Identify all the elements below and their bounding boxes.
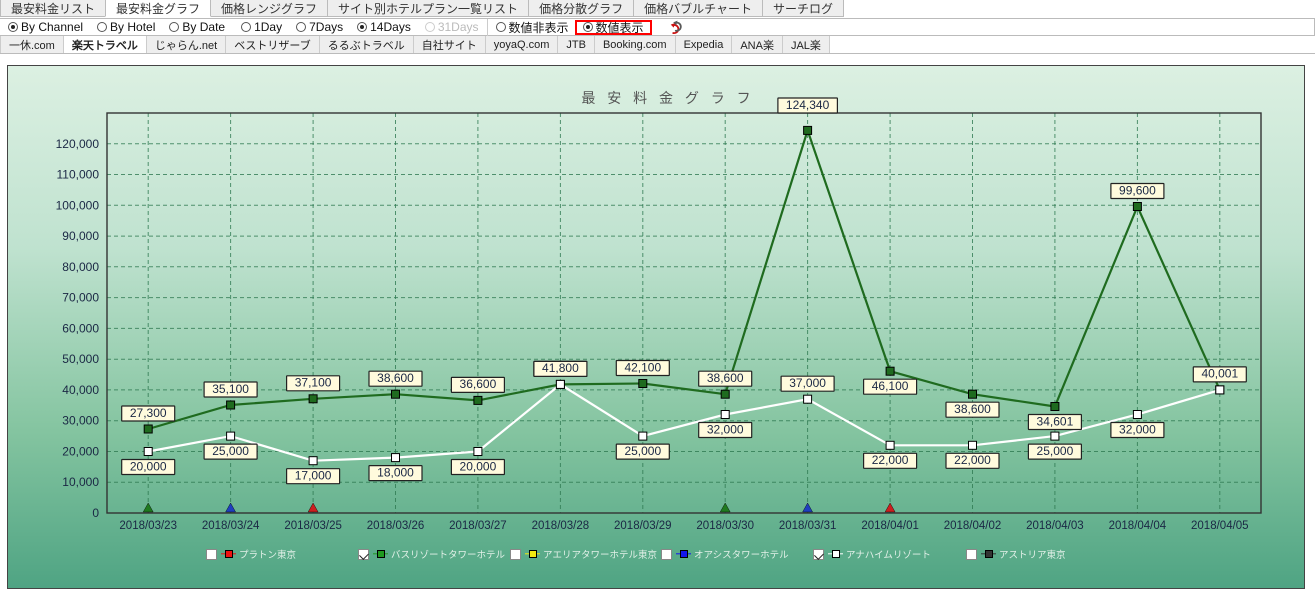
svg-text:20,000: 20,000: [62, 445, 99, 459]
svg-text:36,600: 36,600: [460, 377, 497, 391]
svg-text:30,000: 30,000: [62, 414, 99, 428]
svg-text:32,000: 32,000: [1119, 422, 1156, 436]
svg-text:37,100: 37,100: [295, 376, 332, 390]
svg-text:120,000: 120,000: [56, 137, 100, 151]
svg-text:2018/04/04: 2018/04/04: [1109, 520, 1167, 532]
svg-text:38,600: 38,600: [707, 371, 744, 385]
svg-text:2018/03/29: 2018/03/29: [614, 520, 672, 532]
svg-text:32,000: 32,000: [707, 422, 744, 436]
svg-text:38,600: 38,600: [954, 402, 991, 416]
svg-text:2018/04/03: 2018/04/03: [1026, 520, 1084, 532]
svg-text:25,000: 25,000: [624, 444, 661, 458]
svg-text:40,000: 40,000: [62, 383, 99, 397]
svg-text:2018/03/30: 2018/03/30: [696, 520, 754, 532]
svg-text:110,000: 110,000: [57, 168, 100, 182]
svg-text:2018/03/25: 2018/03/25: [284, 520, 342, 532]
svg-text:2018/03/28: 2018/03/28: [532, 520, 590, 532]
svg-text:2018/04/02: 2018/04/02: [944, 520, 1002, 532]
svg-text:40,001: 40,001: [1201, 367, 1238, 381]
svg-text:27,300: 27,300: [130, 406, 167, 420]
svg-text:37,000: 37,000: [789, 376, 826, 390]
svg-text:42,100: 42,100: [624, 360, 661, 374]
svg-text:50,000: 50,000: [62, 352, 99, 366]
svg-text:100,000: 100,000: [56, 198, 100, 212]
svg-text:20,000: 20,000: [130, 459, 167, 473]
svg-text:2018/03/26: 2018/03/26: [367, 520, 425, 532]
svg-text:46,100: 46,100: [872, 379, 909, 393]
svg-text:2018/03/23: 2018/03/23: [119, 520, 177, 532]
svg-text:2018/03/24: 2018/03/24: [202, 520, 260, 532]
svg-text:2018/04/01: 2018/04/01: [861, 520, 919, 532]
svg-text:18,000: 18,000: [377, 465, 414, 479]
svg-text:20,000: 20,000: [460, 459, 497, 473]
svg-text:99,600: 99,600: [1119, 183, 1156, 197]
svg-text:41,800: 41,800: [542, 361, 579, 375]
svg-text:22,000: 22,000: [872, 453, 909, 467]
svg-text:22,000: 22,000: [954, 453, 991, 467]
svg-text:60,000: 60,000: [62, 321, 99, 335]
svg-text:90,000: 90,000: [62, 229, 99, 243]
svg-text:25,000: 25,000: [212, 444, 249, 458]
svg-text:124,340: 124,340: [786, 98, 830, 112]
svg-text:34,601: 34,601: [1037, 414, 1074, 428]
svg-text:2018/03/27: 2018/03/27: [449, 520, 507, 532]
svg-text:38,600: 38,600: [377, 371, 414, 385]
svg-text:最 安 料 金 グ ラ フ: 最 安 料 金 グ ラ フ: [581, 90, 754, 106]
svg-text:70,000: 70,000: [62, 291, 99, 305]
svg-text:80,000: 80,000: [62, 260, 99, 274]
svg-text:0: 0: [92, 506, 99, 520]
svg-text:2018/03/31: 2018/03/31: [779, 520, 837, 532]
svg-text:35,100: 35,100: [212, 382, 249, 396]
svg-text:10,000: 10,000: [62, 475, 99, 489]
svg-text:2018/04/05: 2018/04/05: [1191, 520, 1249, 532]
svg-text:25,000: 25,000: [1037, 444, 1074, 458]
svg-text:17,000: 17,000: [295, 469, 332, 483]
